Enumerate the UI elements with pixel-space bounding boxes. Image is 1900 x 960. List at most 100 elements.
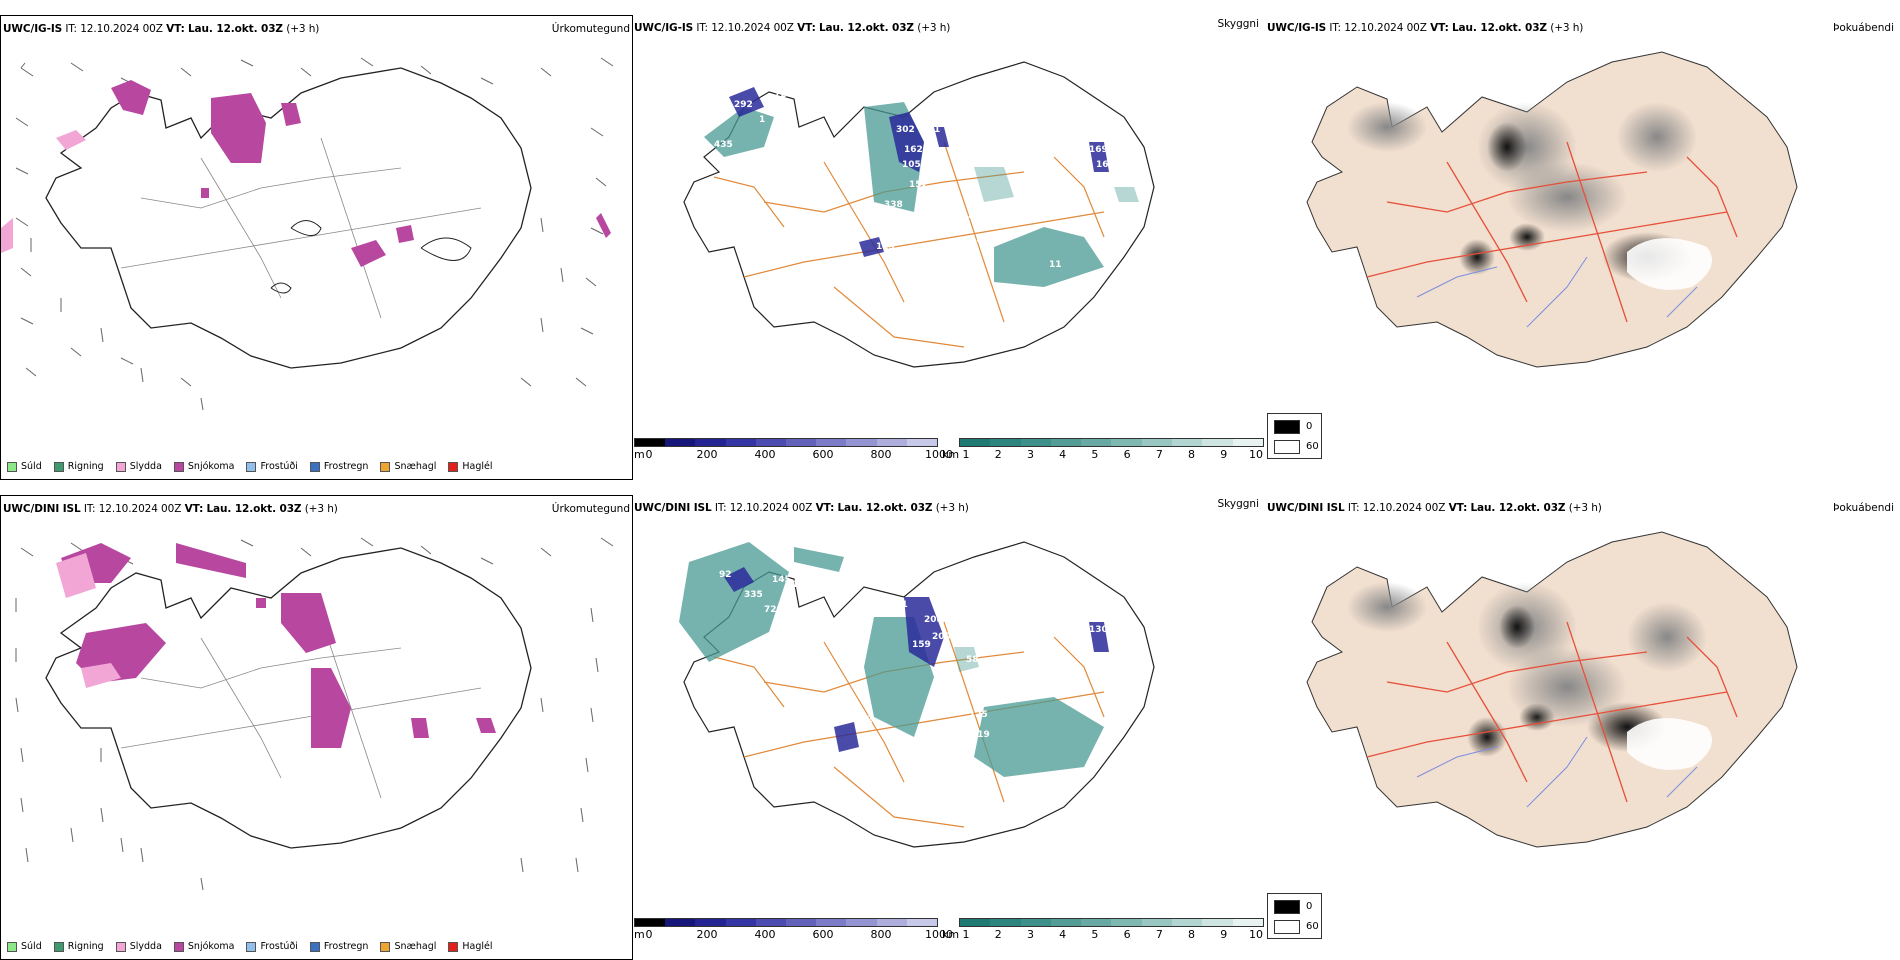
visibility-unit: km: [942, 448, 960, 461]
ceiling-label: 361: [889, 600, 908, 610]
ceiling-label: 335: [744, 590, 763, 600]
scale-step: [665, 439, 696, 446]
scale-step: [846, 439, 877, 446]
legend-swatch: [7, 461, 17, 472]
legend-swatch: [380, 941, 391, 952]
fog-swatch-high: [1274, 440, 1300, 454]
ceiling-label: 157: [949, 760, 968, 770]
coastline: [683, 541, 1155, 848]
ceiling-label: 130: [1089, 625, 1108, 635]
fog-panel-1: UWC/IG-IS IT: 12.10.2024 00Z VT: Lau. 12…: [1267, 15, 1900, 480]
ceiling-label: 160: [936, 265, 955, 275]
precip-legend: Súld Rigning Slydda Snjókoma Frostúði Frostre…: [7, 461, 493, 472]
legend-item-snjókoma: Snjókoma: [173, 941, 234, 952]
scale-step: [960, 919, 991, 926]
legend-swatch: [115, 941, 126, 952]
ceiling-unit: m: [634, 448, 645, 461]
scale-step: [786, 439, 817, 446]
ceiling-label: 132: [854, 715, 873, 725]
scale-tick-label: 1: [962, 928, 970, 941]
legend-label: Snæhagl: [394, 461, 437, 472]
visibility-unit: km: [942, 928, 960, 941]
fog-swatch-low: [1274, 900, 1300, 914]
legend-item-snæhagl: Snæhagl: [380, 461, 436, 472]
scale-tick-label: 7: [1155, 928, 1163, 941]
panel-title: Úrkomutegund: [551, 23, 630, 35]
legend-item-súld: Súld: [7, 941, 42, 952]
ceiling-label: 200: [932, 632, 951, 642]
ceiling-areas: [729, 87, 1109, 257]
fog-swatch-high: [1274, 920, 1300, 934]
roads: [120, 137, 482, 319]
snow-areas: [61, 543, 496, 748]
scale-tick-label: 2: [994, 928, 1002, 941]
scale-tick-label: 9: [1220, 448, 1228, 461]
sleet-areas: [1, 130, 86, 253]
coastline: [45, 547, 532, 849]
legend-swatch: [7, 941, 17, 952]
ceiling-label: 29: [916, 250, 929, 260]
scale-tick-label: 6: [1123, 448, 1131, 461]
iceland-precip-map: [15, 537, 614, 891]
ceiling-label: 123: [792, 580, 811, 590]
legend-item-slydda: Slydda: [115, 941, 162, 952]
legend-item-haglél: Haglél: [448, 941, 493, 952]
model-name: UWC/DINI ISL: [3, 503, 81, 515]
scale-step: [1172, 439, 1203, 446]
ceiling-label: 435: [714, 140, 733, 150]
ceiling-label: 166: [1116, 760, 1135, 770]
panel-header: UWC/IG-IS IT: 12.10.2024 00Z VT: Lau. 12…: [634, 22, 951, 34]
scale-step: [1050, 919, 1082, 926]
scale-step: [1172, 919, 1203, 926]
iceland-visibility-map: 2924351123021621051521543381252916034748…: [683, 61, 1155, 368]
ceiling-label: 145: [772, 575, 791, 585]
glacier-white: [1627, 718, 1712, 770]
model-name: UWC/IG-IS: [3, 23, 63, 35]
ceiling-label: 11: [1049, 260, 1062, 270]
glaciers: [270, 220, 472, 294]
scale-tick-label: 0: [645, 928, 653, 941]
glacier-white: [1627, 238, 1712, 290]
ceiling-label: 159: [912, 640, 931, 650]
scale-step: [725, 919, 756, 926]
ceiling-label: 92: [719, 570, 732, 580]
scale-step: [990, 919, 1021, 926]
scale-tick-label: 9: [1220, 928, 1228, 941]
fog-swatch-low: [1274, 420, 1300, 434]
legend-label: Haglél: [462, 941, 493, 952]
legend-item-snæhagl: Snæhagl: [380, 941, 436, 952]
scale-tick-label: 10: [1249, 448, 1263, 461]
legend-label: Slydda: [129, 461, 162, 472]
ceiling-areas: [724, 567, 1109, 752]
ceiling-label: 302: [896, 125, 915, 135]
ceiling-label: 12: [774, 90, 787, 100]
legend-label: Haglél: [462, 461, 493, 472]
scale-step: [876, 919, 907, 926]
scale-tick-label: 400: [754, 448, 776, 461]
ceiling-label: 162: [904, 145, 923, 155]
scale-tick-label: 600: [812, 928, 834, 941]
visibility-scale-bar: [959, 438, 1264, 447]
scale-step: [1111, 439, 1142, 446]
ceiling-label: 720: [764, 605, 783, 615]
scale-tick-label: 200: [696, 928, 718, 941]
visibility-scale-bar: [959, 918, 1264, 927]
panel-header: UWC/IG-IS IT: 12.10.2024 00Z VT: Lau. 12…: [1267, 22, 1584, 34]
ceiling-label: 169: [1089, 145, 1108, 155]
scale-tick-label: 5: [1091, 928, 1099, 941]
ceiling-label: 734: [756, 78, 775, 88]
rivers: [1416, 736, 1698, 808]
model-name: UWC/DINI ISL: [1267, 502, 1345, 514]
legend-label: Súld: [21, 941, 42, 952]
ceiling-labels: 2924351123021621051521543381252916034748…: [714, 78, 1119, 275]
legend-label: Slydda: [129, 941, 162, 952]
fog-scale-box: 0 60: [1267, 893, 1322, 939]
coastline: [683, 61, 1155, 368]
legend-label: Súld: [21, 461, 42, 472]
legend-item-súld: Súld: [7, 461, 42, 472]
legend-item-haglél: Haglél: [448, 461, 493, 472]
ceiling-label: 152: [909, 180, 928, 190]
scale-step: [1202, 439, 1233, 446]
